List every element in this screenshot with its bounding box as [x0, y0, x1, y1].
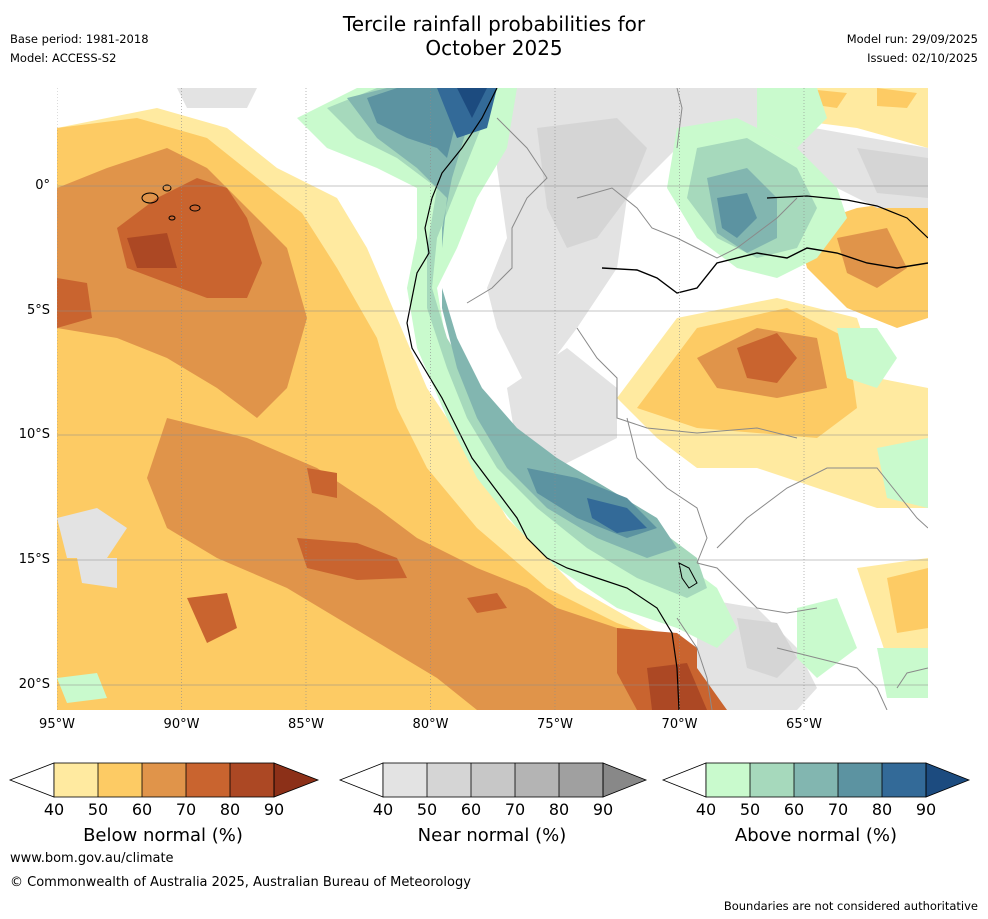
colorbar-near-60 [471, 763, 515, 797]
cb-below-tick-70: 70 [175, 800, 197, 819]
cb-above-tick-60: 60 [783, 800, 805, 819]
model-name: Model: ACCESS-S2 [10, 51, 117, 65]
cb-below-tick-60: 60 [131, 800, 153, 819]
colorbar-below-70 [186, 763, 230, 797]
cb-below-tick-40: 40 [43, 800, 65, 819]
cb-near-label: Near normal (%) [417, 825, 567, 846]
lat-label-15s: 15°S [18, 552, 50, 567]
country-borders [466, 88, 928, 710]
colorbar-above-60 [794, 763, 838, 797]
below-normal-east [617, 88, 928, 658]
cb-near-tick-50: 50 [416, 800, 438, 819]
cb-near-tick-70: 70 [504, 800, 526, 819]
cb-near-tick-90: 90 [592, 800, 614, 819]
colorbar-near-50 [427, 763, 471, 797]
lon-label-95w: 95°W [39, 717, 75, 732]
lat-label-0: 0° [35, 178, 50, 193]
colorbar-above [661, 762, 971, 798]
cb-above-label: Above normal (%) [734, 825, 898, 846]
cb-above-tick-80: 80 [871, 800, 893, 819]
lat-label-20s: 20°S [18, 677, 50, 692]
meta-right: Model run: 29/09/2025 Issued: 02/10/2025 [847, 30, 978, 68]
colorbar-below-max-arrow [273, 762, 320, 798]
cb-above-tick-50: 50 [739, 800, 761, 819]
colorbar-below-50 [98, 763, 142, 797]
cb-below-label: Below normal (%) [83, 825, 243, 846]
colorbars [8, 762, 971, 798]
lon-label-80w: 80°W [412, 717, 449, 732]
lon-label-85w: 85°W [288, 717, 324, 732]
cb-near-tick-40: 40 [372, 800, 394, 819]
cb-near-tick-60: 60 [460, 800, 482, 819]
colorbar-above-min-arrow [661, 762, 707, 798]
lat-label-5s: 5°S [26, 303, 50, 318]
colorbar-above-50 [750, 763, 794, 797]
galapagos-islands [141, 184, 201, 221]
colorbar-above-40 [706, 763, 750, 797]
colorbar-near [338, 762, 648, 798]
lon-label-75w: 75°W [537, 717, 573, 732]
colorbar-above-80 [882, 763, 926, 797]
meta-left: Base period: 1981-2018 Model: ACCESS-S2 [10, 30, 149, 68]
lon-label-70w: 70°W [661, 717, 698, 732]
title-line-1: Tercile rainfall probabilities for [342, 12, 646, 36]
probability-map [57, 88, 928, 710]
lon-label-65w: 65°W [786, 717, 822, 732]
colorbar-below-40 [54, 763, 98, 797]
above-normal-region [57, 88, 827, 703]
amazon-river [601, 247, 928, 294]
colorbar-below-80 [230, 763, 274, 797]
above-normal-northeast [667, 118, 928, 698]
colorbar-below [8, 762, 320, 798]
cb-below-tick-90: 90 [263, 800, 285, 819]
colorbar-near-max-arrow [602, 762, 648, 798]
base-period: Base period: 1981-2018 [10, 32, 149, 46]
title-line-2: October 2025 [425, 36, 563, 60]
website-link[interactable]: www.bom.gov.au/climate [10, 851, 174, 866]
copyright-text: © Commonwealth of Australia 2025, Austra… [10, 875, 471, 890]
colorbar-near-min-arrow [338, 762, 384, 798]
below-normal-region [57, 108, 757, 710]
boundaries-disclaimer: Boundaries are not considered authoritat… [723, 899, 978, 913]
colorbar-below-min-arrow [8, 762, 55, 798]
issued-date: Issued: 02/10/2025 [867, 51, 978, 65]
cb-above-tick-40: 40 [695, 800, 717, 819]
cb-above-tick-70: 70 [827, 800, 849, 819]
colorbar-below-60 [142, 763, 186, 797]
colorbar-near-40 [383, 763, 427, 797]
colorbar-above-max-arrow [925, 762, 971, 798]
river-north [766, 195, 928, 239]
chart-title: Tercile rainfall probabilities for Octob… [0, 12, 988, 60]
coastline [406, 88, 680, 710]
cb-above-tick-90: 90 [915, 800, 937, 819]
colorbar-near-70 [515, 763, 559, 797]
cb-near-tick-80: 80 [548, 800, 570, 819]
lon-label-90w: 90°W [163, 717, 200, 732]
cb-below-tick-50: 50 [87, 800, 109, 819]
colorbar-above-70 [838, 763, 882, 797]
lat-label-10s: 10°S [18, 427, 50, 442]
colorbar-near-80 [559, 763, 603, 797]
cb-below-tick-80: 80 [219, 800, 241, 819]
model-run: Model run: 29/09/2025 [846, 32, 978, 46]
gridlines [57, 88, 928, 710]
lake-titicaca [678, 562, 698, 589]
